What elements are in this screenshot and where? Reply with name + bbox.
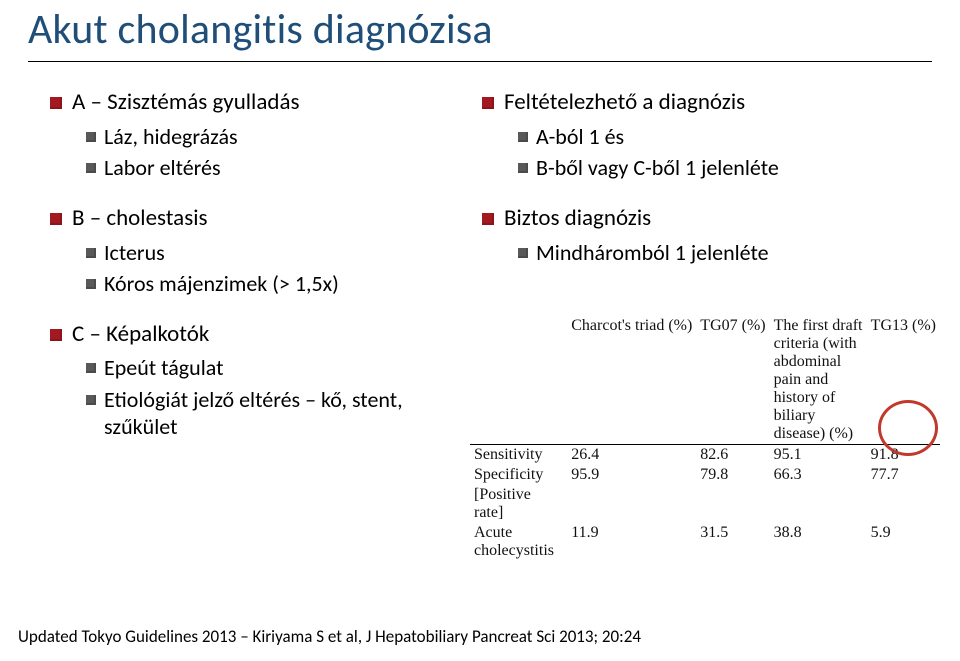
col-header: TG13 (%) [867,316,940,445]
cell: 95.9 [567,465,696,485]
cell: 82.6 [696,445,769,466]
table-row: Sensitivity 26.4 82.6 95.1 91.8 [470,445,940,466]
left-column: A – Szisztémás gyulladás Láz, hidegrázás… [50,82,460,445]
table-row: Specificity 95.9 79.8 66.3 77.7 [470,465,940,485]
cell: 91.8 [867,445,940,466]
group-b-item: Kóros májenzimek (> 1,5x) [86,270,460,298]
cell [696,485,769,523]
group-c-head: C – Képalkotók [50,320,460,349]
cell: 26.4 [567,445,696,466]
group-g-item: Mindháromból 1 jelenléte [518,239,932,267]
cell [867,485,940,523]
group-f-head: Feltételezhető a diagnózis [482,88,932,117]
col-header: TG07 (%) [696,316,769,445]
cell: 38.8 [770,523,867,561]
cell: 31.5 [696,523,769,561]
col-header: The first draft criteria (with abdominal… [770,316,867,445]
row-label: [Positive rate] [470,485,567,523]
cell [567,485,696,523]
group-a-item: Láz, hidegrázás [86,123,460,151]
group-c-item: Epeút tágulat [86,354,460,382]
group-f-item: A-ból 1 és [518,123,932,151]
criteria-table: Charcot's triad (%) TG07 (%) The first d… [470,316,940,561]
group-c-item: Etiológiát jelző eltérés – kő, stent, sz… [86,386,460,441]
group-a-head: A – Szisztémás gyulladás [50,88,460,117]
right-column: Feltételezhető a diagnózis A-ból 1 és B-… [482,82,932,270]
table-row: Acute cholecystitis 11.9 31.5 38.8 5.9 [470,523,940,561]
cell: 79.8 [696,465,769,485]
col-header: Charcot's triad (%) [567,316,696,445]
cell: 11.9 [567,523,696,561]
slide-title: Akut cholangitis diagnózisa [0,0,960,55]
cell: 5.9 [867,523,940,561]
cell: 66.3 [770,465,867,485]
group-b-head: B – cholestasis [50,204,460,233]
cell: 95.1 [770,445,867,466]
group-f-item: B-ből vagy C-ből 1 jelenléte [518,154,932,182]
row-label: Acute cholecystitis [470,523,567,561]
row-label: Specificity [470,465,567,485]
citation-footnote: Updated Tokyo Guidelines 2013 – Kiriyama… [18,626,641,647]
cell [770,485,867,523]
group-b-item: Icterus [86,239,460,267]
row-label: Sensitivity [470,445,567,466]
content-area: A – Szisztémás gyulladás Láz, hidegrázás… [0,62,960,80]
cell: 77.7 [867,465,940,485]
table-header-row: Charcot's triad (%) TG07 (%) The first d… [470,316,940,445]
table-row: [Positive rate] [470,485,940,523]
group-a-item: Labor eltérés [86,154,460,182]
group-g-head: Biztos diagnózis [482,204,932,233]
